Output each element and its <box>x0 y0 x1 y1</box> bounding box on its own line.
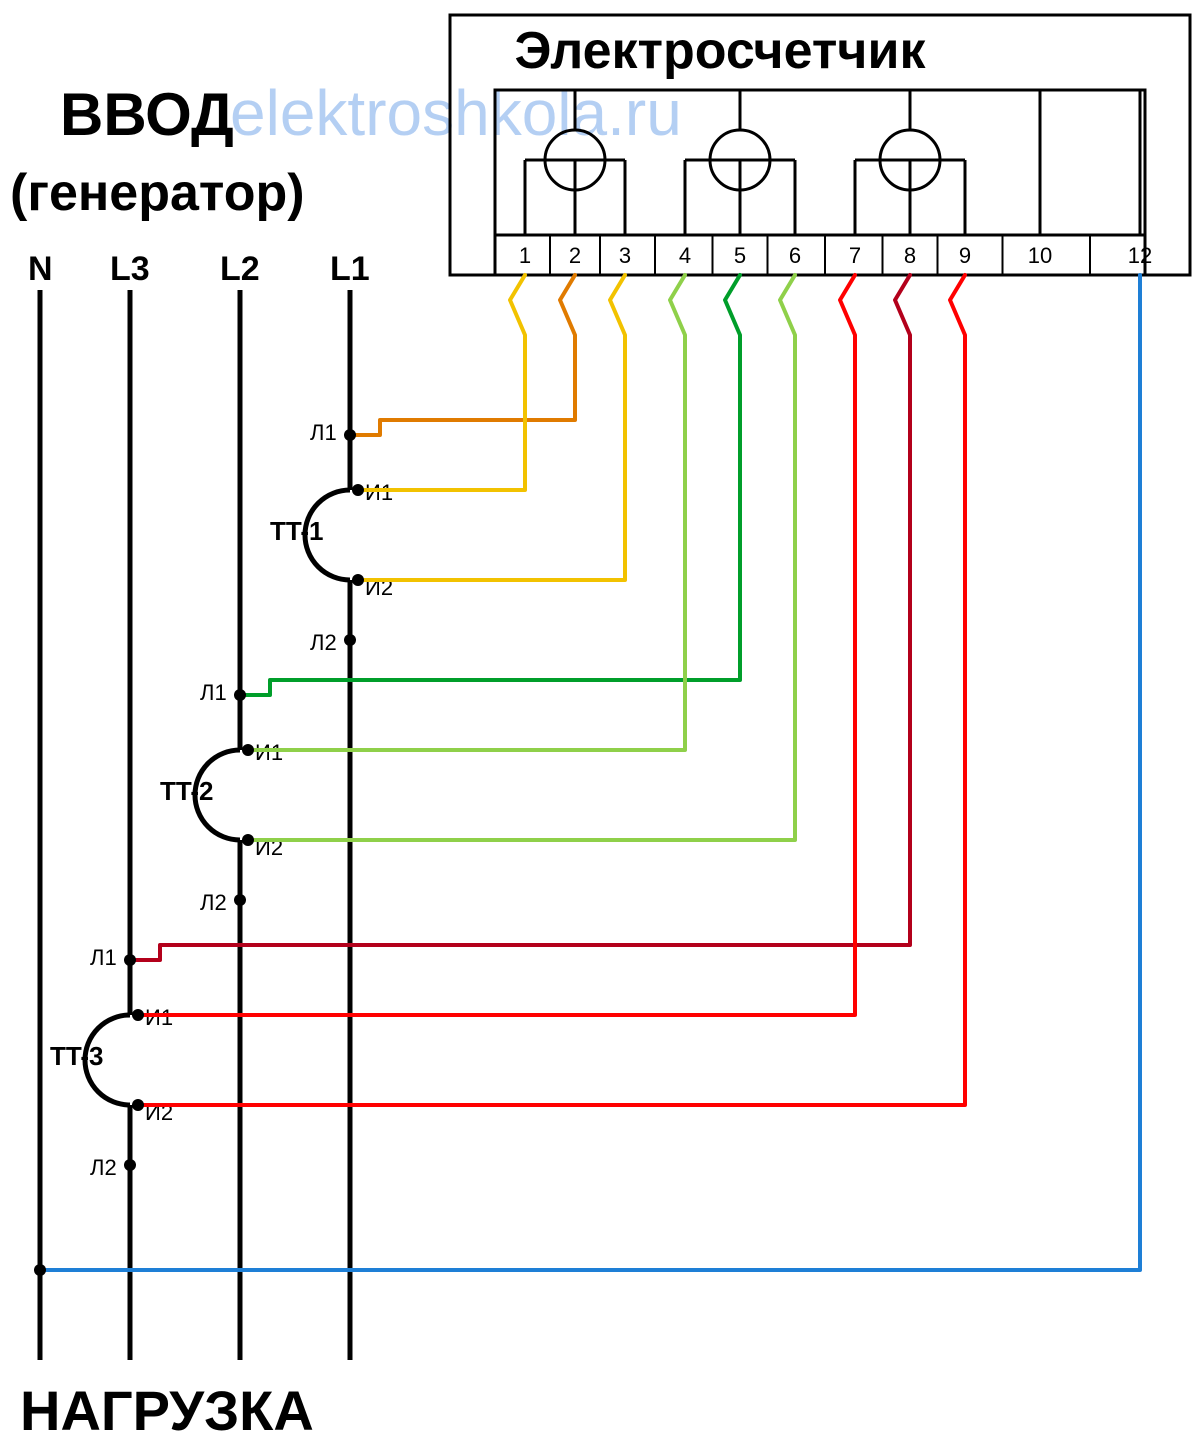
wire-ct3-i1-to-term7 <box>138 275 855 1015</box>
TT-2-И1-label: И1 <box>255 740 283 765</box>
terminal-4-label: 4 <box>679 243 691 268</box>
junction-dot-11 <box>124 1159 136 1171</box>
junction-dot-4 <box>234 689 246 701</box>
terminal-10-label: 10 <box>1028 243 1052 268</box>
wire-neutral-to-term10 <box>40 275 1140 1270</box>
input-subtitle: (генератор) <box>10 164 305 222</box>
TT-3-Л2-label: Л2 <box>90 1155 117 1180</box>
bus-label-L2: L2 <box>220 250 260 288</box>
wire-ct1-i1-to-term1 <box>358 275 525 490</box>
TT-1-Л1-label: Л1 <box>310 420 337 445</box>
wire-ct3-i2-to-term9 <box>138 275 965 1105</box>
meter-title: Электросчетчик <box>515 22 927 80</box>
terminal-12-label: 12 <box>1128 243 1152 268</box>
load-label: НАГРУЗКА <box>20 1379 314 1442</box>
terminal-5-label: 5 <box>734 243 746 268</box>
junction-dot-6 <box>242 834 254 846</box>
TT-3-И1-label: И1 <box>145 1005 173 1030</box>
TT-1-label: TT-1 <box>270 516 323 546</box>
TT-2-Л2-label: Л2 <box>200 890 227 915</box>
terminal-7-label: 7 <box>849 243 861 268</box>
junction-dot-3 <box>344 634 356 646</box>
wire-ct1-l1-to-term2 <box>350 275 575 435</box>
terminal-6-label: 6 <box>789 243 801 268</box>
TT-2-label: TT-2 <box>160 776 213 806</box>
junction-dot-2 <box>352 574 364 586</box>
junction-dot-12 <box>34 1264 46 1276</box>
bus-label-L1: L1 <box>330 250 370 288</box>
TT-1-Л2-label: Л2 <box>310 630 337 655</box>
TT-3-label: TT-3 <box>50 1041 103 1071</box>
junction-dot-10 <box>132 1099 144 1111</box>
terminal-3-label: 3 <box>619 243 631 268</box>
junction-dot-9 <box>132 1009 144 1021</box>
junction-dot-7 <box>234 894 246 906</box>
watermark: elektroshkola.ru <box>230 77 682 149</box>
TT-3-Л1-label: Л1 <box>90 945 117 970</box>
TT-2-Л1-label: Л1 <box>200 680 227 705</box>
terminal-1-label: 1 <box>519 243 531 268</box>
junction-dot-0 <box>344 429 356 441</box>
bus-label-N: N <box>28 250 53 288</box>
input-label: ВВОД <box>60 81 234 148</box>
wire-ct1-i2-to-term3 <box>358 275 625 580</box>
wire-ct2-i2-to-term6 <box>248 275 795 840</box>
junction-dot-5 <box>242 744 254 756</box>
terminal-2-label: 2 <box>569 243 581 268</box>
bus-label-L3: L3 <box>110 250 150 288</box>
TT-1-И1-label: И1 <box>365 480 393 505</box>
terminal-9-label: 9 <box>959 243 971 268</box>
junction-dot-1 <box>352 484 364 496</box>
junction-dot-8 <box>124 954 136 966</box>
terminal-8-label: 8 <box>904 243 916 268</box>
